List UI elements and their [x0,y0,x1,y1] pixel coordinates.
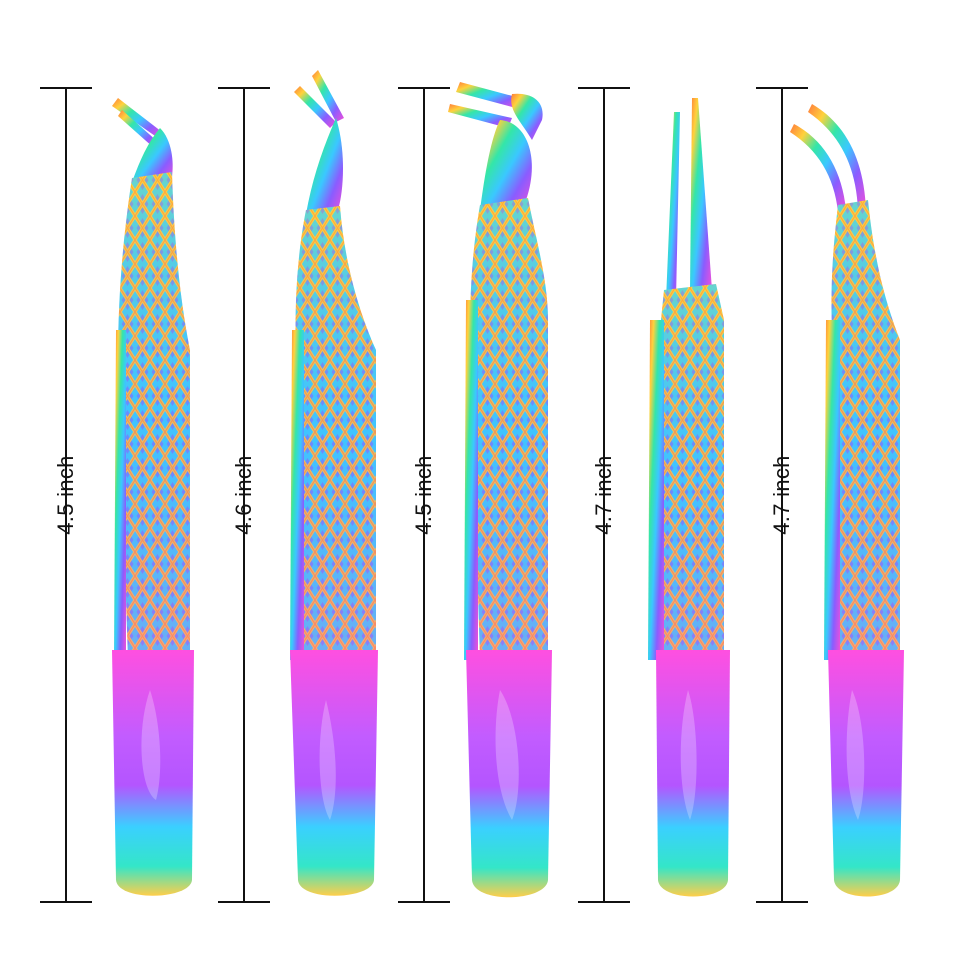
tweezer-boot-tip [448,82,552,898]
ruler-1 [40,87,92,903]
measurement-label-1: 4.5 inch [53,455,78,535]
tweezer-straight-tip [648,98,730,897]
ruler-4 [578,87,630,903]
measurement-label-3: 4.5 inch [411,455,436,535]
ruler-2 [218,87,270,903]
measurement-label-2: 4.6 inch [231,455,256,535]
measurement-label-5: 4.7 inch [769,455,794,535]
ruler-lines [40,87,808,903]
tweezer-angled-tip [112,98,194,896]
tweezer-curved-tip [790,104,904,897]
measurement-label-4: 4.7 inch [591,455,616,535]
tweezer-l-shape-tip [290,70,378,896]
ruler-3 [398,87,450,903]
ruler-5 [756,87,808,903]
